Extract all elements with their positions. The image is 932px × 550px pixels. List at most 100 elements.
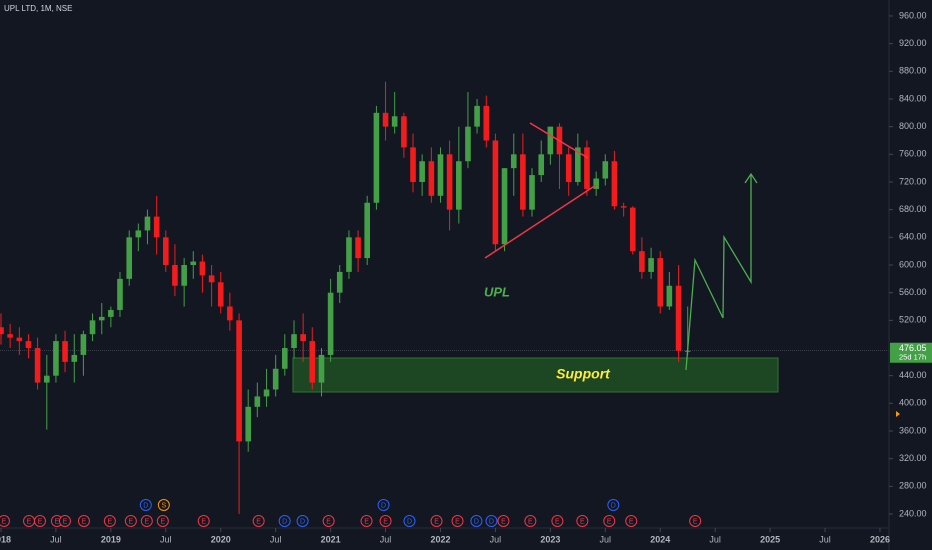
event-label: D (474, 518, 479, 525)
candle-body (300, 334, 306, 342)
candle-body (89, 320, 96, 335)
candle-body (80, 334, 87, 355)
event-label: E (607, 518, 612, 525)
y-tick-label: 360.00 (899, 425, 927, 435)
event-label: S (161, 502, 166, 509)
y-tick-label: 240.00 (899, 508, 927, 518)
event-icon (430, 515, 443, 527)
event-icon (0, 515, 10, 527)
y-tick-label: 320.00 (899, 453, 927, 463)
candle-body (456, 161, 462, 210)
axis-marker (896, 411, 900, 417)
event-icon (551, 515, 564, 527)
event-icon (403, 515, 416, 527)
x-tick-label: Jul (270, 534, 282, 544)
y-tick-label: 760.00 (899, 149, 927, 159)
x-tick-label: 2023 (540, 534, 560, 544)
event-icon (485, 515, 498, 527)
event-label: E (144, 518, 149, 525)
event-icon (377, 499, 390, 511)
candle-body (446, 154, 453, 210)
event-label: E (201, 518, 206, 525)
support-label: Support (556, 366, 611, 382)
x-tick-label: 2018 (0, 534, 11, 544)
candle-body (355, 237, 361, 259)
candle-body (254, 396, 261, 407)
x-tick-label: Jul (380, 534, 392, 544)
candle-body (172, 265, 178, 286)
event-label: E (63, 518, 68, 525)
event-icon (252, 515, 265, 527)
event-icon (33, 515, 46, 527)
candles (0, 81, 691, 515)
candle-body (666, 285, 673, 307)
last-price-label: 476.05 (899, 343, 927, 353)
candle-body (135, 230, 142, 238)
event-label: D (489, 518, 494, 525)
y-tick-label: 400.00 (899, 398, 927, 408)
candle-body (25, 341, 32, 349)
last-price-box (890, 342, 932, 363)
candle-body (162, 237, 169, 266)
x-tick-label: Jul (160, 534, 172, 544)
candle-body (611, 161, 618, 207)
event-icon (360, 515, 373, 527)
event-label: E (326, 518, 331, 525)
event-icon (625, 515, 638, 527)
event-label: E (2, 518, 7, 525)
y-tick-label: 720.00 (899, 176, 927, 186)
x-tick-label: 2021 (321, 534, 341, 544)
chart-title: UPL LTD, 1M, NSE (4, 4, 72, 13)
event-icon (451, 515, 464, 527)
event-icon (197, 515, 210, 527)
event-label: E (364, 518, 369, 525)
candle-body (263, 389, 270, 397)
x-tick-label: 2025 (760, 534, 780, 544)
event-label: D (282, 518, 287, 525)
y-tick-label: 880.00 (899, 66, 927, 76)
event-label: E (693, 518, 698, 525)
support-zone (292, 357, 779, 393)
candle-body (208, 275, 215, 283)
candle-body (538, 154, 545, 176)
candle-body (648, 258, 654, 272)
event-label: E (82, 518, 87, 525)
event-icon (103, 515, 116, 527)
projection-path (685, 175, 752, 371)
event-icon (470, 515, 483, 527)
event-icon (322, 515, 335, 527)
event-label: E (55, 518, 60, 525)
event-label: E (455, 518, 460, 525)
candle-body (565, 154, 572, 182)
candle-body (236, 320, 242, 442)
candle-body (382, 112, 389, 127)
candle-body (227, 306, 233, 321)
plot-area: E E E E E E E E E E E E D D E E E D E E D D E E E E E E ED S D D (0, 350, 889, 527)
event-icon (278, 515, 291, 527)
candle-body (281, 348, 288, 369)
event-icon (140, 515, 153, 527)
candle-body (428, 161, 435, 196)
event-icon (124, 515, 137, 527)
event-label: E (555, 518, 560, 525)
y-tick-label: 280.00 (899, 481, 927, 491)
candle-body (584, 147, 590, 189)
event-label: D (300, 518, 305, 525)
event-label: E (38, 518, 43, 525)
event-icon (77, 515, 90, 527)
candle-body (501, 168, 508, 245)
candle-body (465, 126, 471, 162)
candle-body (217, 282, 224, 307)
axes: 240.00 280.00 320.00 360.00 400.00 440.00 520.… (0, 10, 932, 544)
event-label: E (129, 518, 134, 525)
candle-body (410, 147, 416, 182)
event-label: D (611, 502, 616, 509)
x-tick-label: Jul (819, 534, 831, 544)
triangle-line (529, 122, 589, 159)
candle-body (483, 105, 490, 141)
event-label: E (27, 518, 32, 525)
event-icon (497, 515, 510, 527)
candle-body (98, 316, 105, 321)
event-label: D (143, 502, 148, 509)
